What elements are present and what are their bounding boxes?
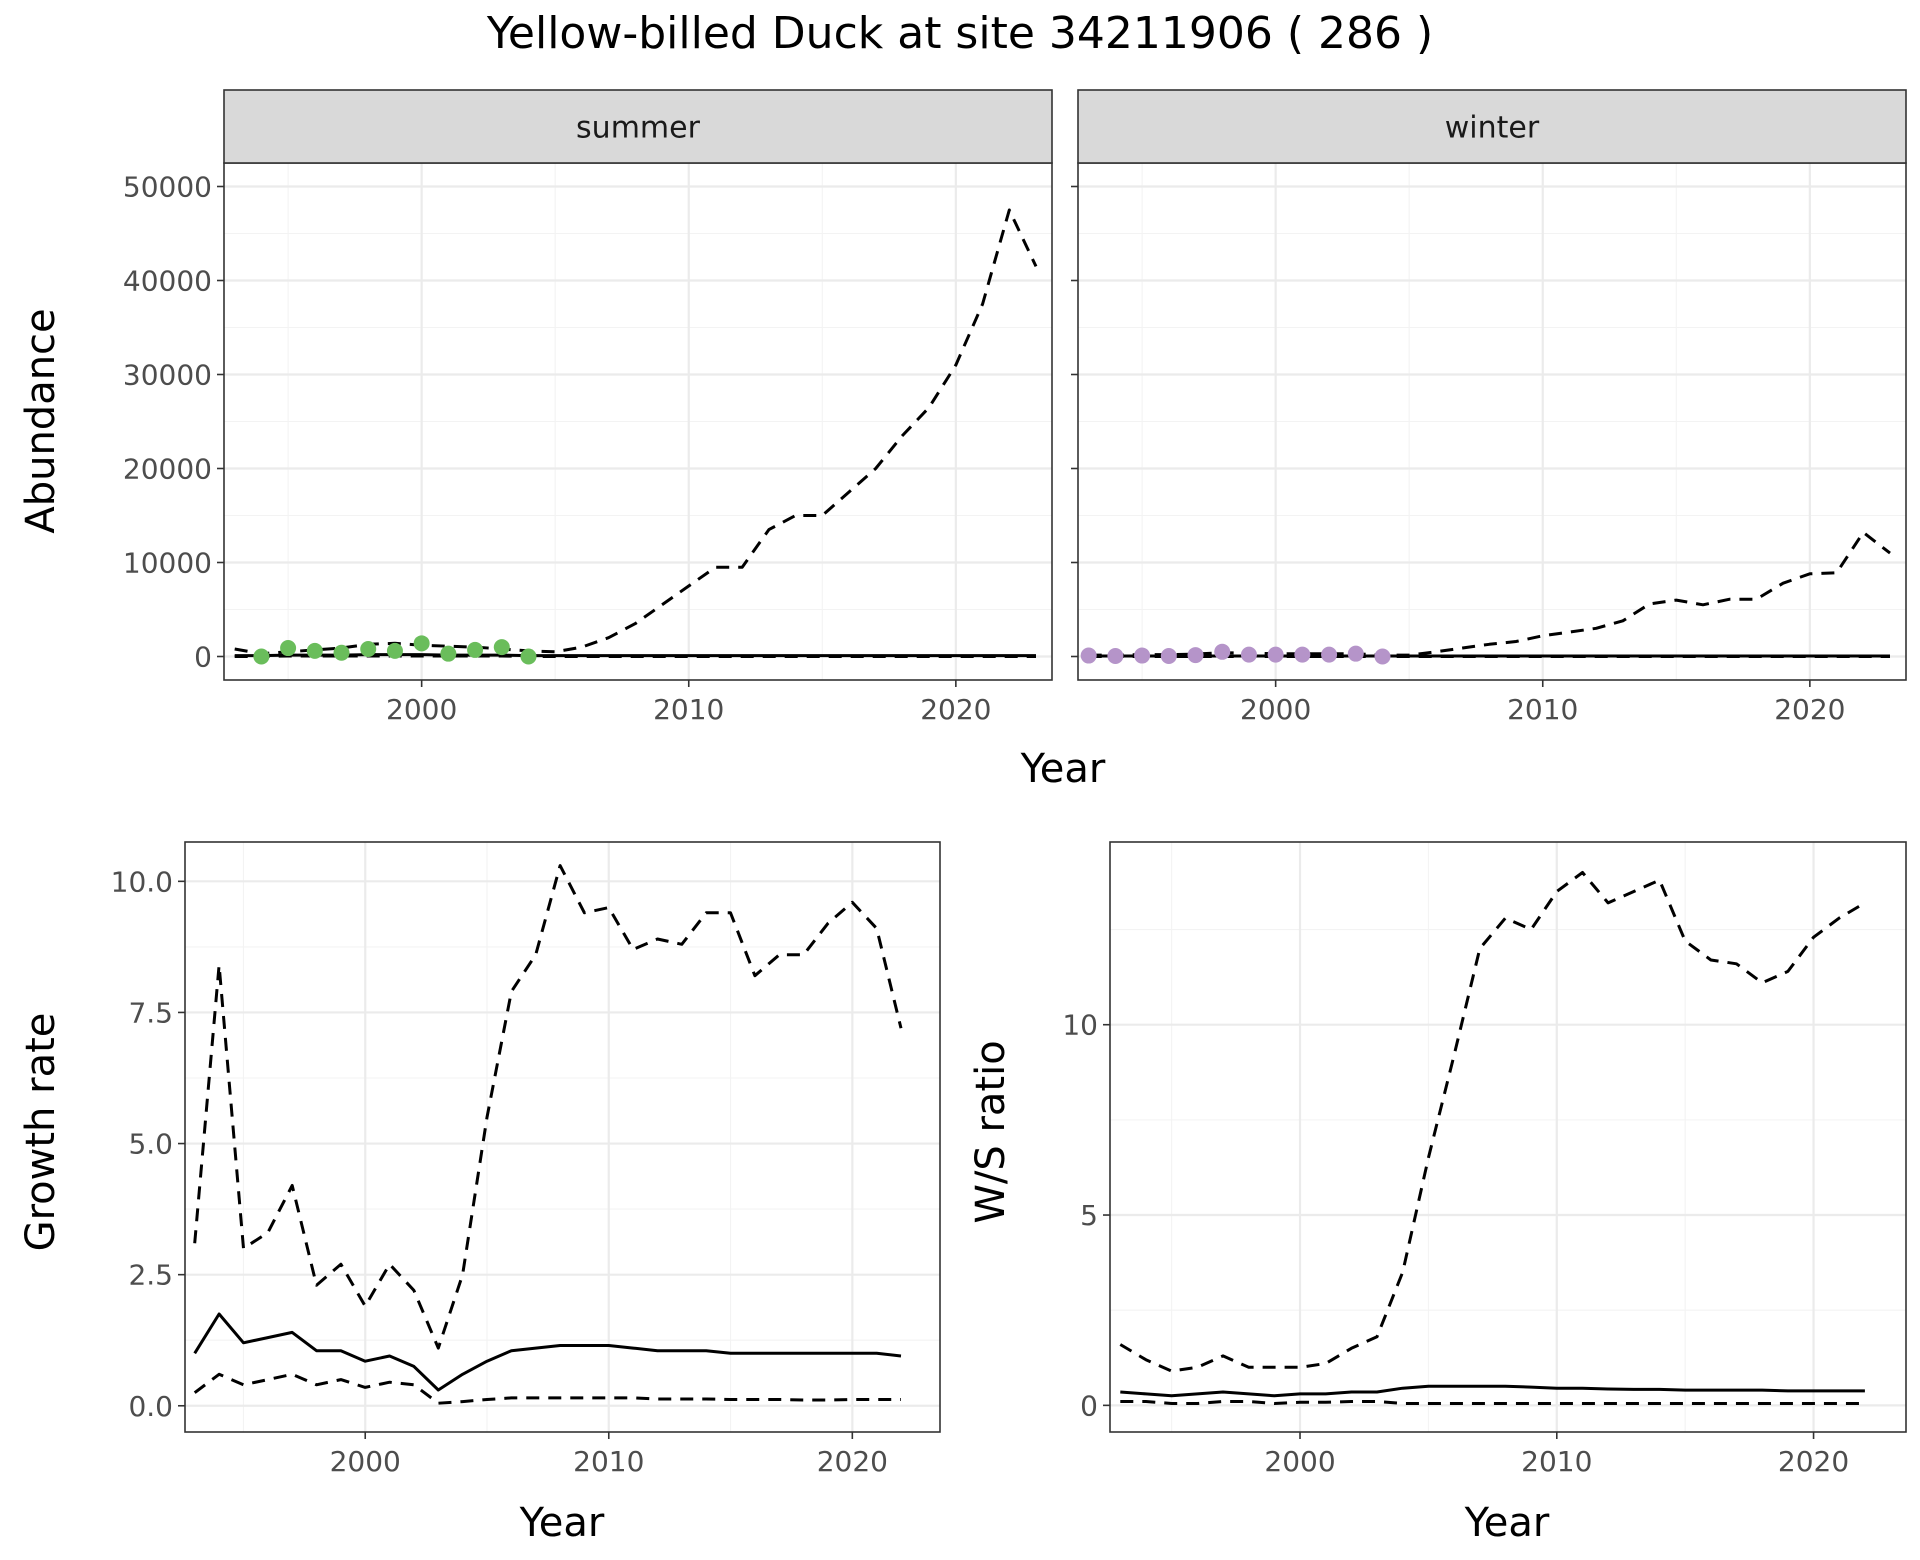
data-point [1347,645,1364,662]
data-point [1214,643,1231,660]
data-point [1374,648,1391,665]
series-line-bound-1 [193,864,903,1350]
y-tick-label: 0 [194,641,212,674]
series-line-estimate-0 [1120,1384,1865,1398]
data-point [360,640,377,657]
facet-strip [223,89,1053,164]
series-line-bound-1 [1119,871,1866,1373]
data-point [1080,647,1097,664]
y-tick-label: 7.5 [128,996,173,1029]
data-point [413,635,430,652]
data-point [1240,646,1257,663]
y-tick-label: 10.0 [111,865,173,898]
y-axis-title-top: Abundance [18,308,64,533]
x-tick-label: 2010 [1521,1445,1592,1478]
data-point [333,644,350,661]
x-tick-label: 2000 [1240,693,1311,726]
data-point [1267,646,1284,663]
data-point [306,642,323,659]
x-axis-title-ratio: Year [1464,1500,1550,1546]
panel-winter: winter 2000 2010 2020 [1071,89,1907,726]
x-tick-label: 2020 [920,693,991,726]
data-point [386,642,403,659]
y-tick-label: 5.0 [128,1128,173,1161]
x-tick-label: 2000 [386,693,457,726]
facet-strip-label: winter [1445,111,1540,146]
data-point [253,648,270,665]
y-tick-label: 30000 [123,359,212,392]
x-tick-label: 2010 [1507,693,1578,726]
panel-border [1109,841,1907,1433]
x-tick-label: 2010 [573,1445,644,1478]
main-title: Yellow-billed Duck at site 34211906 ( 28… [486,8,1433,59]
y-tick-label: 10000 [123,547,212,580]
y-tick-label: 5 [1080,1199,1098,1232]
data-point [1187,647,1204,664]
x-tick-label: 2000 [1264,1445,1335,1478]
data-point [1107,648,1124,665]
panel-summer: summer 2000 2010 2020 0 10000 20000 30000 40000 5… [123,89,1053,726]
data-point [440,645,457,662]
data-point [493,639,510,656]
y-tick-label: 2.5 [128,1259,173,1292]
y-tick-label: 0 [1080,1389,1098,1422]
y-tick-label: 10 [1062,1009,1098,1042]
data-point [1160,648,1177,665]
data-point [1321,646,1338,663]
x-tick-label: 2010 [653,693,724,726]
x-tick-label: 2020 [817,1445,888,1478]
panel-ws-ratio: 2000 2010 2020 0 5 10 [1062,841,1907,1478]
data-point [280,640,297,657]
x-axis-title-growth: Year [519,1500,605,1546]
series-line-bound-1 [234,208,1038,656]
data-point [1294,646,1311,663]
data-point [520,648,537,665]
y-tick-label: 40000 [123,265,212,298]
y-axis-title-growth: Growth rate [18,1013,64,1252]
y-tick-label: 50000 [123,171,212,204]
x-tick-label: 2020 [1778,1445,1849,1478]
y-tick-label: 0.0 [128,1390,173,1423]
x-tick-label: 2020 [1774,693,1845,726]
data-point [467,641,484,658]
facet-strip [1077,89,1907,164]
x-axis-title-top: Year [1020,746,1106,792]
y-tick-label: 20000 [123,453,212,486]
series-line-bound-2 [193,1372,901,1405]
series-line-bound-2 [1120,1400,1865,1405]
y-axis-title-ratio: W/S ratio [968,1040,1014,1223]
data-point [1134,647,1151,664]
series-line-estimate-0 [193,1312,902,1392]
panel-border [184,841,941,1433]
panel-growth-rate: 2000 2010 2020 0.0 2.5 5.0 7.5 10.0 [111,841,941,1478]
series-line-bound-1 [1088,530,1891,657]
x-tick-label: 2000 [330,1445,401,1478]
facet-strip-label: summer [576,111,701,146]
